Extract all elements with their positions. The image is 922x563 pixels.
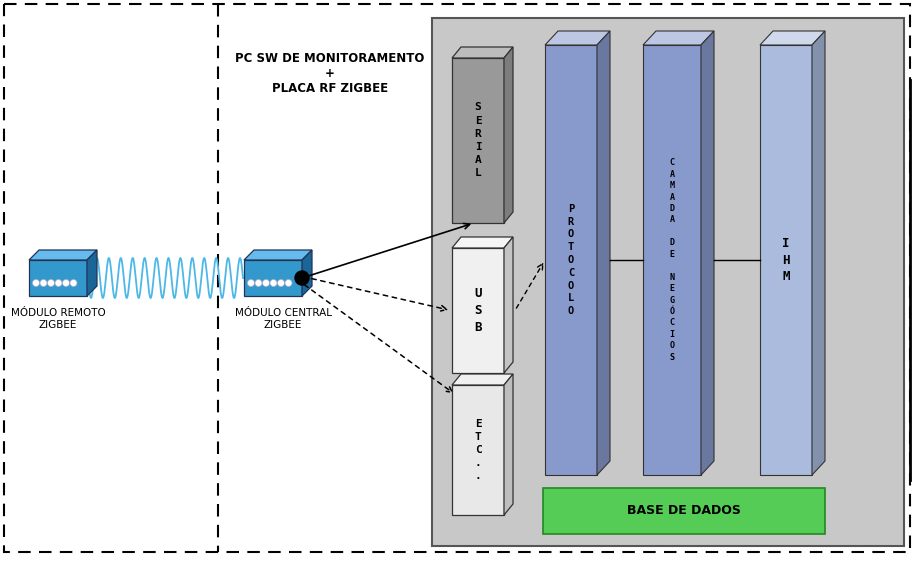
Polygon shape [302, 250, 312, 296]
Bar [543, 488, 825, 534]
Bar [452, 385, 504, 515]
Text: P
R
O
T
O
C
O
L
O: P R O T O C O L O [568, 204, 574, 316]
Bar [452, 248, 504, 373]
Polygon shape [812, 31, 825, 475]
Polygon shape [701, 31, 714, 475]
Circle shape [70, 279, 77, 287]
Bar [452, 58, 504, 223]
Polygon shape [545, 31, 610, 45]
Circle shape [63, 279, 69, 287]
Bar [29, 260, 87, 296]
Polygon shape [504, 237, 513, 373]
Text: MÓDULO CENTRAL
ZIGBEE: MÓDULO CENTRAL ZIGBEE [234, 308, 332, 329]
Bar [643, 45, 701, 475]
Circle shape [32, 279, 40, 287]
Bar [244, 260, 302, 296]
Polygon shape [244, 250, 312, 260]
Polygon shape [29, 250, 97, 260]
Text: S
E
R
I
A
L: S E R I A L [475, 102, 481, 178]
Circle shape [295, 271, 309, 285]
Polygon shape [504, 374, 513, 515]
Text: C
A
M
A
D
A
 
D
E
 
N
E
G
Ó
C
I
O
S: C A M A D A D E N E G Ó C I O S [669, 158, 675, 362]
Circle shape [247, 279, 254, 287]
Polygon shape [597, 31, 610, 475]
Polygon shape [452, 47, 513, 58]
Polygon shape [452, 374, 513, 385]
Circle shape [55, 279, 62, 287]
Text: PC SW DE MONITORAMENTO
+
PLACA RF ZIGBEE: PC SW DE MONITORAMENTO + PLACA RF ZIGBEE [235, 52, 425, 95]
Bar [545, 45, 597, 475]
Circle shape [255, 279, 262, 287]
Text: I
H
M: I H M [782, 237, 790, 283]
Bar [432, 18, 904, 546]
Polygon shape [87, 250, 97, 296]
Polygon shape [643, 31, 714, 45]
Text: E
T
C
.
.: E T C . . [475, 419, 481, 481]
Circle shape [285, 279, 292, 287]
Text: BASE DE DADOS: BASE DE DADOS [627, 504, 741, 517]
Polygon shape [504, 47, 513, 223]
Text: MÓDULO REMOTO
ZIGBEE: MÓDULO REMOTO ZIGBEE [11, 308, 105, 329]
Circle shape [270, 279, 277, 287]
Circle shape [278, 279, 285, 287]
Bar [760, 45, 812, 475]
Polygon shape [760, 31, 825, 45]
Circle shape [48, 279, 54, 287]
Circle shape [40, 279, 47, 287]
Polygon shape [452, 237, 513, 248]
Text: U
S
B: U S B [474, 287, 482, 334]
Circle shape [263, 279, 269, 287]
